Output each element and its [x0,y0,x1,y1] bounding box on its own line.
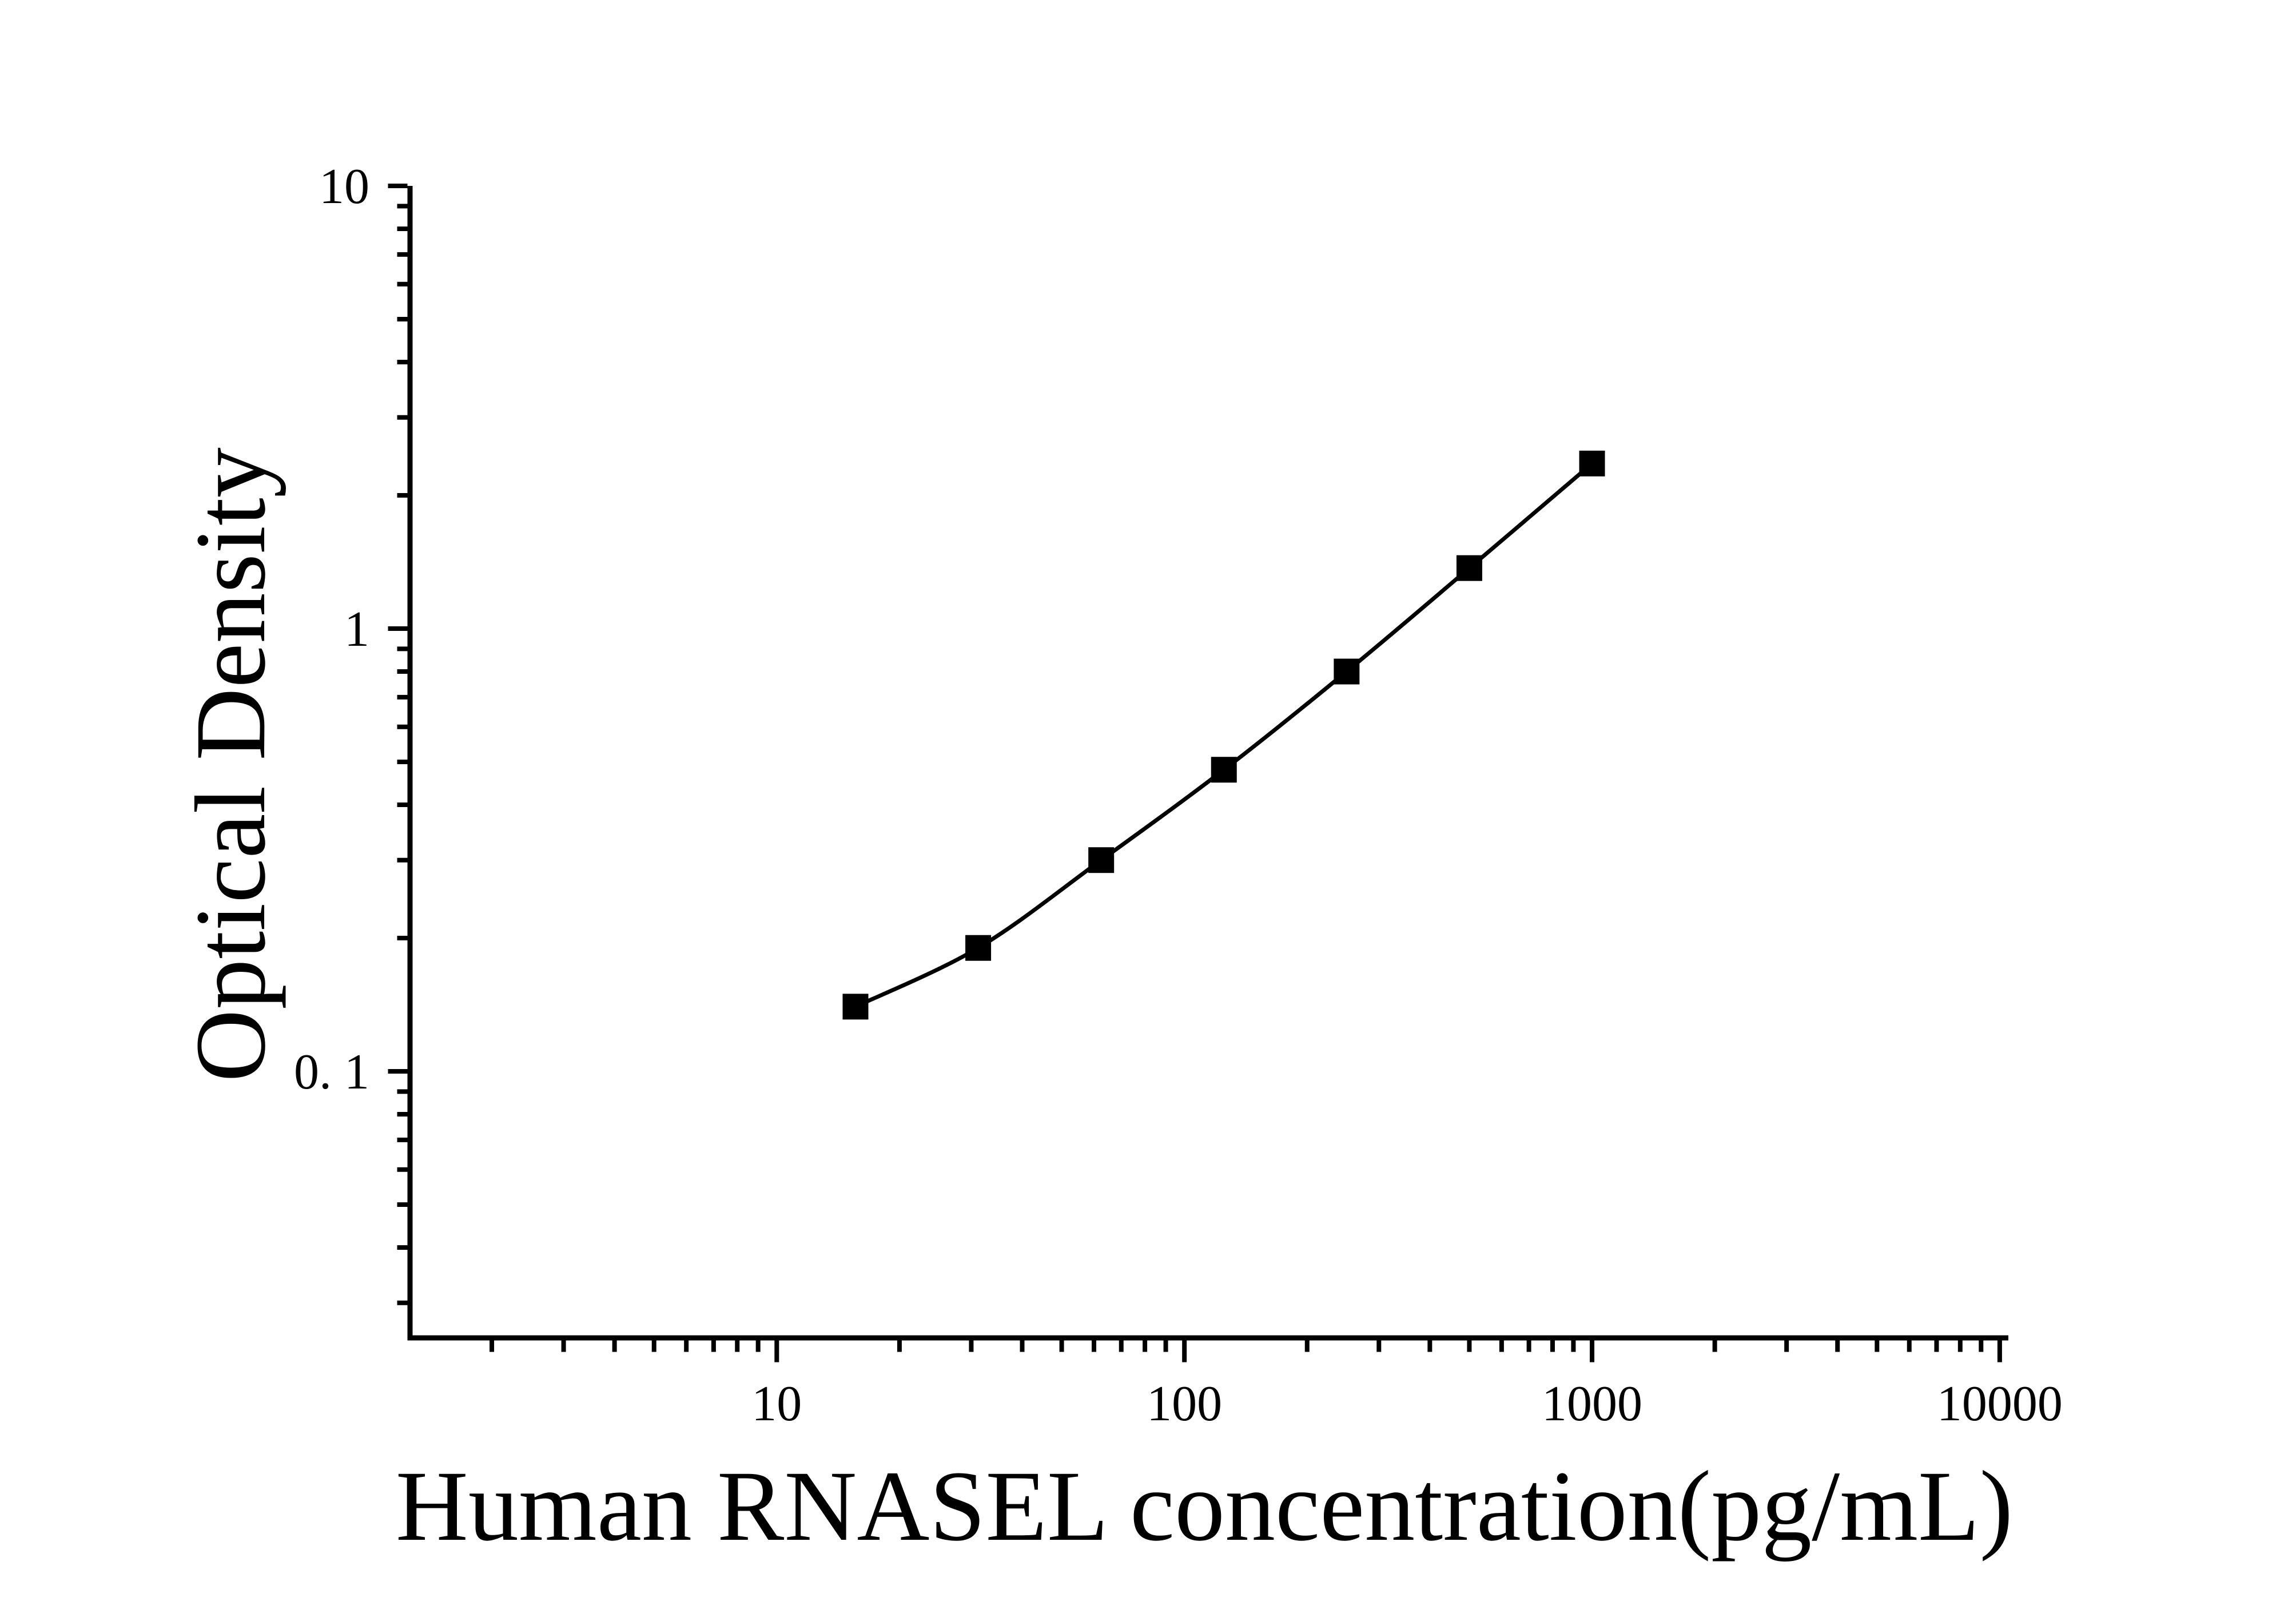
x-tick-label: 10 [751,1376,802,1432]
axis-tick-labels: 10 100 1000 10000 0. 1 1 10 [294,159,2063,1432]
x-tick-label: 100 [1147,1376,1222,1432]
x-tick-label: 1000 [1542,1376,1642,1432]
y-tick-label: 0. 1 [294,1044,369,1100]
data-point-marker [1088,847,1115,873]
data-series [842,450,1605,1020]
standard-curve-line [854,462,1594,1009]
axes [407,186,2008,1341]
y-tick-label: 10 [319,159,369,214]
data-point-marker [1334,658,1360,685]
y-tick-label: 1 [344,602,369,657]
y-axis-title: Optical Density [175,447,286,1082]
data-point-marker [1456,555,1482,581]
data-point-marker [965,935,992,961]
axis-ticks [388,184,2002,1362]
x-axis-title: Human RNASEL concentration(pg/mL) [396,1451,2013,1562]
data-point-marker [842,994,869,1020]
x-tick-label: 10000 [1937,1376,2063,1432]
data-point-marker [1211,757,1237,783]
data-point-marker [1579,450,1605,476]
